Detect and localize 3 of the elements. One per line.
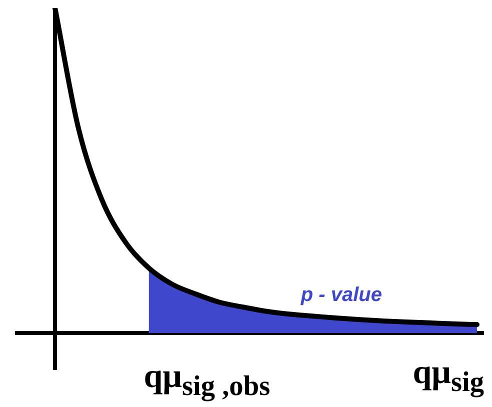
text: qμ$_{sig ,obs}$	[144, 358, 270, 402]
annotation: p - value	[300, 284, 382, 307]
x-axis-title: qμ$_{sig}$	[412, 354, 484, 398]
